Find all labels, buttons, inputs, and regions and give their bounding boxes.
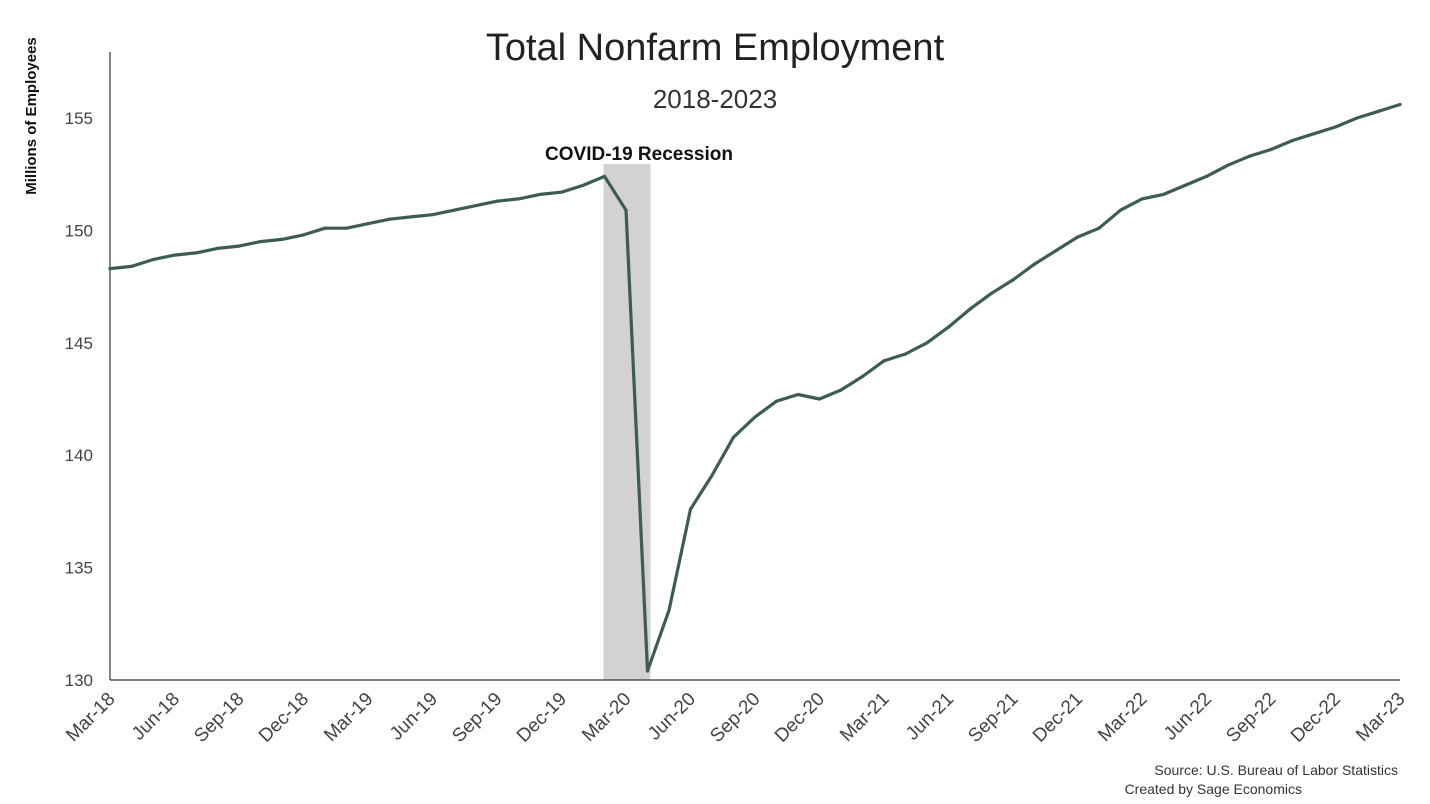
data-point [667,608,671,612]
x-tick-label: Mar-23 [1352,689,1409,746]
data-point [323,226,327,230]
y-axis-label: Millions of Employees [23,37,40,195]
x-tick-label: Mar-18 [62,689,119,746]
data-point [925,341,929,345]
x-tick-label: Jun-20 [644,689,700,745]
data-point [731,435,736,439]
x-tick-label: Dec-22 [1287,689,1345,747]
x-tick-label: Mar-21 [836,689,893,746]
data-point [1269,147,1273,152]
x-tick-label: Dec-21 [1029,689,1087,747]
data-point [1355,116,1359,120]
data-point [1226,163,1230,167]
data-point [1011,278,1015,282]
data-point [839,388,843,392]
data-point [366,222,370,226]
data-point [1183,183,1187,188]
y-tick-label: 135 [65,559,93,578]
data-point [860,374,865,379]
chart-title: Total Nonfarm Employment [486,27,945,69]
data-point [151,258,155,262]
recession-annotation-label: COVID-19 Recession [545,144,733,165]
data-point [129,264,134,268]
x-tick-label: Jun-21 [902,689,958,745]
source-line-1: Source: U.S. Bureau of Labor Statistics [1154,762,1398,778]
data-point [172,253,177,257]
x-tick-label: Mar-22 [1094,689,1151,746]
data-point [516,197,521,201]
data-point [968,307,972,311]
data-point [710,473,714,478]
data-point [903,352,908,356]
data-point [237,244,241,248]
data-point [753,415,757,419]
data-point [946,325,951,329]
data-point [301,233,306,237]
data-point [624,208,628,212]
data-point [1161,192,1166,197]
data-point [1247,154,1252,158]
data-point [1032,262,1037,266]
x-tick-label: Dec-20 [771,689,829,747]
x-tick-label: Sep-21 [964,689,1022,747]
data-point [645,669,650,673]
y-tick-label: 150 [65,221,93,240]
employment-series-line [108,102,1402,673]
data-point [538,192,542,197]
data-point [1312,132,1316,136]
data-point [344,226,349,230]
x-tick-label: Sep-22 [1222,689,1280,747]
data-point [1054,249,1058,253]
x-tick-label: Sep-19 [448,689,506,747]
data-point [1398,102,1402,107]
data-point [495,199,499,203]
chart-subtitle: 2018-2023 [653,84,777,114]
data-point [108,267,112,271]
data-point [774,399,779,403]
source-line-2: Created by Sage Economics [1125,781,1302,797]
data-point [258,240,263,244]
x-tick-label: Sep-20 [706,689,764,747]
data-point [1118,208,1123,212]
x-tick-label: Jun-22 [1160,689,1216,745]
y-tick-label: 145 [65,334,93,353]
data-point [194,251,198,255]
data-point [882,359,886,363]
y-tick-label: 140 [65,446,93,465]
x-tick-label: Sep-18 [190,689,248,747]
data-point [1140,197,1144,201]
data-point [409,215,413,219]
data-point [817,397,822,401]
data-point [602,174,607,179]
data-point [1333,125,1338,129]
x-tick-label: Dec-19 [513,689,571,747]
data-point [387,217,392,221]
data-point [1075,235,1080,239]
data-point [796,392,800,397]
data-point [581,183,585,188]
x-tick-label: Dec-18 [255,689,313,747]
data-point [989,291,994,295]
x-tick-label: Jun-19 [386,689,442,745]
data-point [215,246,220,250]
data-point [1204,174,1209,179]
data-point [1290,138,1295,143]
x-tick-label: Mar-20 [578,689,635,746]
data-point [688,507,693,511]
data-point [559,190,564,194]
data-point [1097,226,1101,230]
data-point [1376,109,1381,113]
y-tick-label: 130 [65,671,93,690]
data-point [430,213,435,217]
data-point [473,204,478,208]
y-tick-label: 155 [65,109,93,128]
data-point [452,208,456,212]
x-tick-label: Mar-19 [320,689,377,746]
data-point [280,237,284,241]
x-tick-label: Jun-18 [128,689,184,745]
